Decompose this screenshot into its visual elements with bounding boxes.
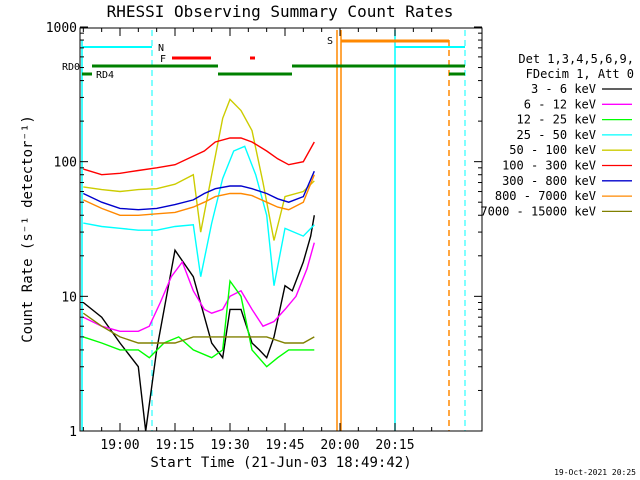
legend-label-3-6-kev: 3 - 6 keV (531, 82, 596, 96)
series-line-3-6-kev (82, 215, 315, 432)
x-tick-label: 19:30 (210, 438, 249, 453)
legend-header-line-2: FDecim 1, Att 0 (526, 67, 634, 81)
series-line-25-50-kev (83, 145, 315, 286)
axes: 1 10 100 1000 19:00 19:15 19:30 19:45 20:00 20:15 (46, 21, 482, 453)
legend-label-800-7000-kev: 800 - 7000 keV (495, 189, 596, 203)
legend-label-6-12-kev: 6 - 12 keV (524, 97, 596, 111)
overlay-layer: NF RD0 RD4 S (62, 30, 466, 431)
series-line-100-300-kev (83, 137, 315, 176)
series-line-7000-15000-kev (82, 312, 315, 344)
legend-label-7000-15000-kev: 7000 - 15000 keV (480, 204, 596, 218)
legend-label-25-50-kev: 25 - 50 keV (517, 128, 596, 142)
flag-s-label: S (327, 36, 333, 47)
legend-label-300-800-kev: 300 - 800 keV (502, 174, 596, 188)
legend-label-12-25-kev: 12 - 25 keV (517, 113, 596, 127)
series-line-300-800-kev (83, 170, 315, 211)
y-tick-label: 1 (69, 425, 77, 440)
x-axis-label: Start Time (21-Jun-03 18:49:42) (150, 455, 411, 471)
series-line-12-25-kev (83, 279, 315, 368)
flag-f-label: F (160, 54, 166, 65)
legend-label-50-100-kev: 50 - 100 keV (509, 143, 596, 157)
series-line-50-100-kev (83, 98, 315, 241)
series-line-6-12-kev (82, 242, 315, 332)
x-tick-label: 20:00 (320, 438, 359, 453)
legend-header-line-1: Det 1,3,4,5,6,9, (518, 52, 634, 66)
x-tick-label: 19:00 (100, 438, 139, 453)
y-tick-label: 10 (61, 290, 77, 305)
flag-rd4-label: RD4 (96, 70, 114, 81)
x-tick-label: 19:15 (155, 438, 194, 453)
legend-label-100-300-kev: 100 - 300 keV (502, 159, 596, 173)
flag-rd0-label: RD0 (62, 62, 80, 73)
series-layer (82, 98, 315, 432)
chart-title: RHESSI Observing Summary Count Rates (107, 2, 454, 21)
flag-n-label: N (158, 43, 164, 54)
plot-frame (79, 27, 483, 432)
footer-date: 19-Oct-2021 20:25 (554, 468, 636, 477)
y-tick-label: 1000 (46, 21, 77, 36)
x-tick-label: 19:45 (265, 438, 304, 453)
y-tick-label: 100 (54, 156, 77, 171)
x-tick-label: 20:15 (375, 438, 414, 453)
series-line-800-7000-kev (83, 174, 315, 217)
y-axis-label: Count Rate (s⁻¹ detector⁻¹) (20, 115, 36, 343)
